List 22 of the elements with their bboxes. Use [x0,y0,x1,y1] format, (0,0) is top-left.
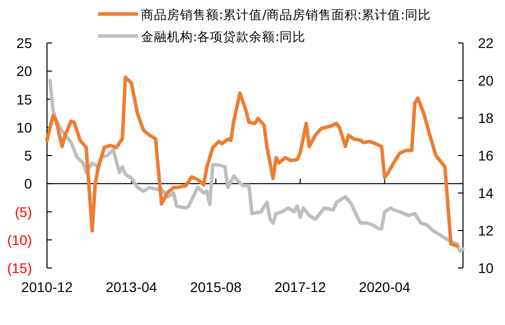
y-tick-label: (15) [7,260,32,276]
x-tick-label: 2013-04 [106,279,158,295]
x-tick-label: 2017-12 [274,279,326,295]
y-tick-label: (5) [14,204,32,220]
x-tick-label: 2015-08 [190,279,242,295]
y-tick-label: 25 [16,35,32,51]
y-tick-label: 5 [24,148,32,164]
y2-tick-label: 18 [478,110,494,126]
y2-tick-label: 12 [478,222,494,238]
y2-tick-label: 16 [478,148,494,164]
x-tick-label: 2010-12 [21,279,73,295]
y-tick-label: 0 [24,176,32,192]
legend-label: 金融机构:各项贷款余额:同比 [141,29,306,44]
y-tick-label: 10 [16,119,32,136]
y2-tick-label: 22 [478,35,494,51]
y-tick-label: 20 [16,63,32,80]
y-tick-label: (10) [7,232,32,248]
y2-tick-label: 20 [478,72,494,88]
y2-tick-label: 14 [478,185,494,201]
x-tick-label: 2020-04 [358,279,411,295]
y2-tick-label: 10 [478,260,494,276]
y-tick-label: 15 [16,91,32,108]
